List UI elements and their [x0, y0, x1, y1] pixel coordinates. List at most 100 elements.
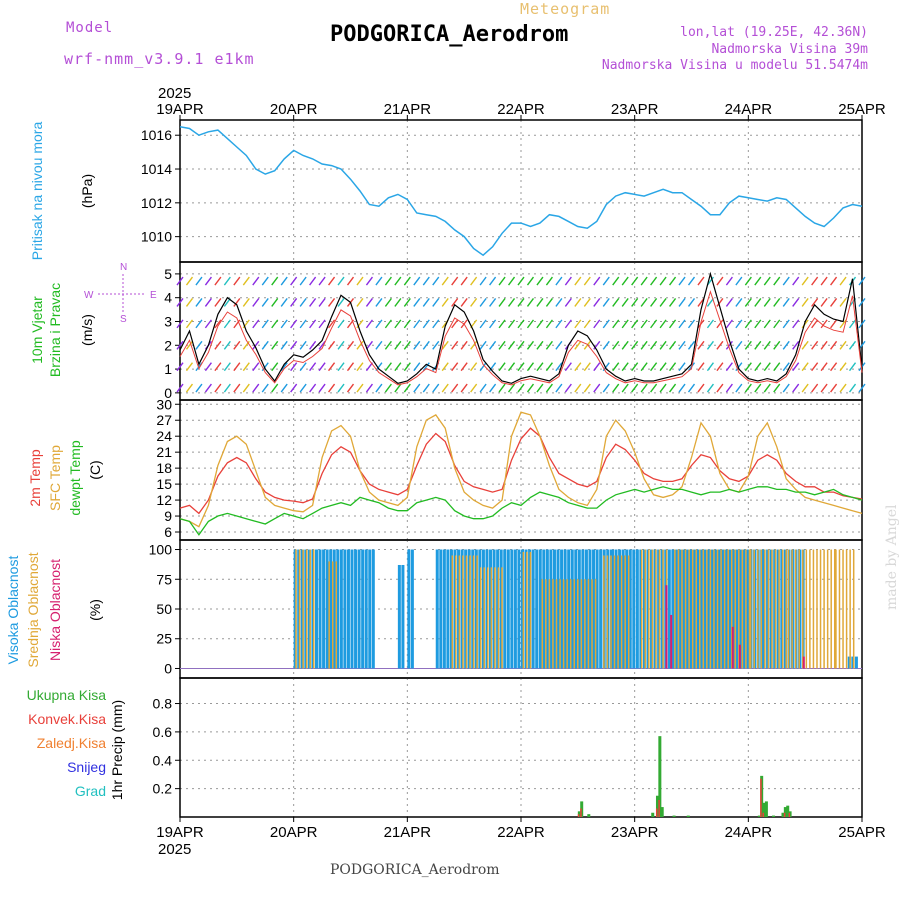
- mid-cloud-bar: [305, 549, 308, 669]
- high-cloud-bar: [678, 549, 682, 669]
- wind-barb: [716, 298, 724, 307]
- high-cloud-bar: [595, 549, 599, 669]
- wind-barb: [356, 340, 364, 350]
- cloud-unit-label: (%): [87, 599, 103, 621]
- wind-barb: [650, 319, 658, 329]
- wind-axis-label-2: Brzina i Pravac: [47, 283, 63, 377]
- wind-barb: [754, 362, 762, 372]
- mid-cloud-bar: [313, 549, 315, 669]
- mid-cloud-axis-label: Srednja Oblacnost: [25, 552, 41, 667]
- mid-cloud-bar: [328, 561, 330, 669]
- convective-precip-bar: [655, 808, 658, 817]
- high-cloud-bar: [407, 549, 411, 669]
- high-cloud-bar: [560, 549, 564, 669]
- wind-barb: [507, 383, 516, 393]
- x-tick-label-top: 19APR: [156, 101, 204, 118]
- wind-barb: [489, 298, 497, 307]
- high-cloud-bar: [435, 549, 439, 669]
- high-cloud-bar: [689, 549, 693, 669]
- mid-cloud-bar: [458, 555, 461, 669]
- y-tick-label: 75: [156, 571, 172, 587]
- wind-barb: [602, 383, 610, 393]
- wind-barb: [668, 319, 677, 329]
- mid-cloud-bar: [552, 579, 554, 669]
- wind-barb: [337, 319, 345, 329]
- wind-barb: [650, 362, 658, 372]
- high-cloud-bar: [721, 549, 725, 669]
- high-cloud-bar: [471, 549, 475, 669]
- wind-barb: [612, 298, 620, 307]
- x-tick-label-bottom: 23APR: [611, 824, 659, 841]
- high-cloud-bar: [581, 549, 585, 669]
- wind-barb: [441, 276, 449, 286]
- wind-barb: [678, 298, 686, 307]
- wind-barb: [309, 340, 317, 350]
- mid-cloud-bar: [451, 555, 454, 669]
- mid-cloud-bar: [465, 555, 468, 669]
- high-cloud-bar: [542, 549, 546, 669]
- wind-barb: [413, 319, 421, 329]
- total-precip-bar: [672, 815, 676, 817]
- mid-cloud-bar: [651, 549, 654, 669]
- wind-barb: [631, 276, 639, 286]
- mid-cloud-bar: [662, 549, 664, 669]
- wind-barb: [413, 383, 421, 393]
- wind-barb: [583, 383, 591, 393]
- wind-barb: [365, 319, 374, 329]
- wind-barb: [697, 362, 705, 372]
- wind-barb: [659, 383, 667, 393]
- wind-barb: [773, 319, 781, 329]
- wind-barb: [290, 362, 298, 372]
- wind-barb: [744, 340, 752, 350]
- wind-barb: [792, 298, 800, 307]
- mid-cloud-bar: [677, 549, 680, 669]
- wind-barb: [574, 340, 582, 350]
- wind-barb: [612, 362, 620, 372]
- wind-barb: [403, 319, 411, 329]
- high-cloud-bar: [671, 549, 675, 669]
- mid-cloud-bar: [545, 579, 547, 669]
- wind-barb: [725, 383, 733, 393]
- wind-barb: [536, 298, 544, 307]
- high-cloud-bar: [499, 549, 503, 669]
- wind-barb: [754, 340, 762, 350]
- model-label: Model: [66, 20, 114, 36]
- wind-barb: [441, 383, 449, 393]
- y-tick-label: 100: [149, 542, 173, 558]
- mid-cloud-bar: [695, 549, 697, 669]
- wind-barb: [858, 298, 866, 307]
- wind-barb: [526, 276, 535, 286]
- wind-barb: [830, 319, 838, 329]
- y-tick-label: 0.8: [153, 696, 173, 712]
- wind-barb: [782, 383, 790, 393]
- wind-barb: [668, 362, 677, 372]
- sfc-axis-label: SFC Temp: [47, 445, 63, 511]
- mid-cloud-bar: [745, 549, 747, 669]
- wind-barb: [744, 276, 752, 286]
- wind-barb: [612, 319, 620, 329]
- wind-barb: [678, 340, 686, 350]
- wind-barb: [820, 298, 828, 307]
- mid-cloud-bar: [845, 549, 848, 669]
- wind-barb: [346, 383, 355, 393]
- wind-barb: [470, 340, 478, 350]
- x-year-top: 2025: [158, 85, 191, 102]
- wind-barb: [564, 319, 572, 329]
- wind-barb: [640, 276, 648, 286]
- wind-barb: [659, 362, 667, 372]
- wind-barb: [394, 298, 402, 307]
- wind-barb: [214, 340, 222, 350]
- high-cloud-bar: [439, 549, 443, 669]
- mid-cloud-bar: [842, 549, 844, 669]
- high-cloud-bar: [485, 549, 489, 669]
- wind-barb: [422, 383, 430, 393]
- y-tick-label: 5: [164, 266, 172, 282]
- wind-barb: [659, 276, 667, 286]
- mid-cloud-bar: [577, 579, 579, 669]
- wind-barb: [744, 319, 752, 329]
- high-cloud-bar: [371, 549, 375, 669]
- wind-barb: [403, 298, 411, 307]
- mid-cloud-bar: [295, 549, 297, 669]
- wind-barb: [697, 383, 705, 393]
